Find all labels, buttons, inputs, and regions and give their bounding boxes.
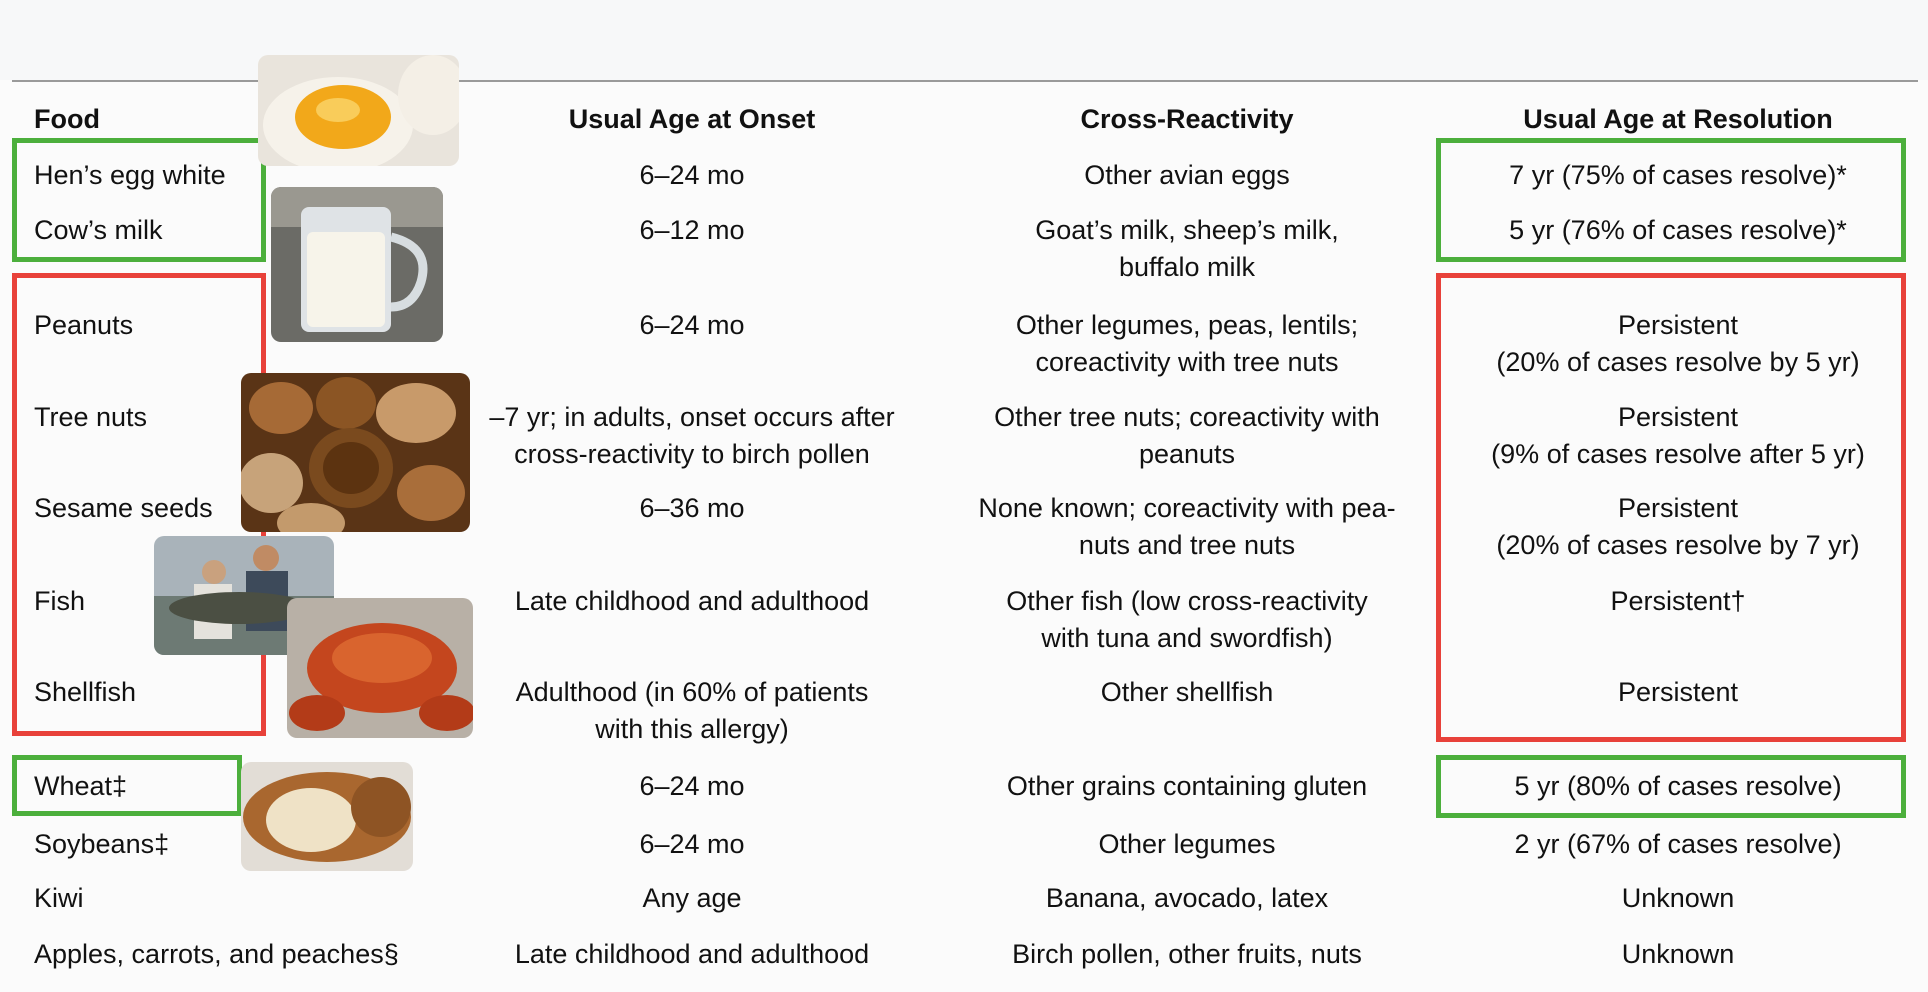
cross-text: Birch pollen, other fruits, nuts [1012, 939, 1362, 969]
nuts-photo [241, 373, 470, 532]
food-name: Hen’s egg white [34, 160, 226, 190]
food-name: Cow’s milk [34, 215, 163, 245]
food-name: Peanuts [34, 310, 134, 340]
resolution-text: 7 yr (75% of cases resolve)* [1509, 160, 1847, 190]
food-name: Wheat‡ [34, 771, 128, 801]
cross-text: Other legumes, peas, lentils; [1015, 310, 1359, 340]
resolution-text: 2 yr (67% of cases resolve) [1514, 829, 1842, 859]
cross-text: Other shellfish [1100, 677, 1274, 707]
cross-text: coreactivity with tree nuts [1035, 347, 1339, 377]
onset-text: Any age [642, 883, 742, 913]
onset-text: 6–12 mo [639, 215, 745, 245]
column-header: Usual Age at Resolution [1523, 104, 1833, 134]
green-box [12, 138, 266, 262]
cross-text: Other fish (low cross-reactivity [1006, 586, 1368, 616]
resolution-text: Persistent [1617, 402, 1739, 432]
onset-text: 6–24 mo [639, 160, 745, 190]
bread-photo [241, 762, 413, 871]
resolution-text: Unknown [1621, 939, 1735, 969]
resolution-text: 5 yr (80% of cases resolve) [1514, 771, 1842, 801]
red-box [1436, 273, 1906, 742]
resolution-text: Persistent [1617, 677, 1739, 707]
column-header: Food [34, 104, 100, 134]
resolution-text: 5 yr (76% of cases resolve)* [1509, 215, 1847, 245]
cross-text: Other tree nuts; coreactivity with [994, 402, 1380, 432]
onset-text: 6–36 mo [639, 493, 745, 523]
milk-photo [271, 187, 443, 342]
cross-text: Other grains containing gluten [1006, 771, 1368, 801]
food-name: Fish [34, 586, 86, 616]
cross-text: Banana, avocado, latex [1045, 883, 1329, 913]
header-rule [12, 80, 1918, 82]
column-header: Usual Age at Onset [568, 104, 816, 134]
cross-text: with tuna and swordfish) [1041, 623, 1333, 653]
green-box [1436, 755, 1906, 818]
food-name: Soybeans‡ [34, 829, 170, 859]
onset-text: Late childhood and adulthood [514, 586, 870, 616]
cross-text: Goat’s milk, sheep’s milk, [1035, 215, 1339, 245]
cross-text: Other avian eggs [1084, 160, 1290, 190]
food-name: Shellfish [34, 677, 137, 707]
crab-photo [287, 598, 473, 738]
resolution-text: (9% of cases resolve after 5 yr) [1491, 439, 1865, 469]
food-name: Apples, carrots, and peaches§ [34, 939, 399, 969]
onset-text: 6–24 mo [639, 310, 745, 340]
green-box [12, 755, 242, 816]
resolution-text: Persistent [1617, 493, 1739, 523]
cross-text: nuts and tree nuts [1078, 530, 1296, 560]
egg-photo [258, 55, 459, 166]
resolution-text: (20% of cases resolve by 5 yr) [1496, 347, 1860, 377]
food-name: Kiwi [34, 883, 84, 913]
resolution-text: Persistent [1617, 310, 1739, 340]
cross-text: peanuts [1138, 439, 1236, 469]
green-box [1436, 138, 1906, 262]
resolution-text: (20% of cases resolve by 7 yr) [1496, 530, 1860, 560]
cross-text: buffalo milk [1118, 252, 1256, 282]
cross-text: Other legumes [1098, 829, 1276, 859]
food-name: Tree nuts [34, 402, 148, 432]
onset-text: Adulthood (in 60% of patients [515, 677, 869, 707]
onset-text: with this allergy) [595, 714, 789, 744]
onset-text: –7 yr; in adults, onset occurs after [489, 402, 895, 432]
resolution-text: Unknown [1621, 883, 1735, 913]
onset-text: 6–24 mo [639, 771, 745, 801]
resolution-text: Persistent† [1610, 586, 1746, 616]
onset-text: Late childhood and adulthood [514, 939, 870, 969]
onset-text: 6–24 mo [639, 829, 745, 859]
cross-text: None known; coreactivity with pea- [978, 493, 1396, 523]
column-header: Cross-Reactivity [1080, 104, 1294, 134]
food-name: Sesame seeds [34, 493, 213, 523]
onset-text: cross-reactivity to birch pollen [514, 439, 870, 469]
